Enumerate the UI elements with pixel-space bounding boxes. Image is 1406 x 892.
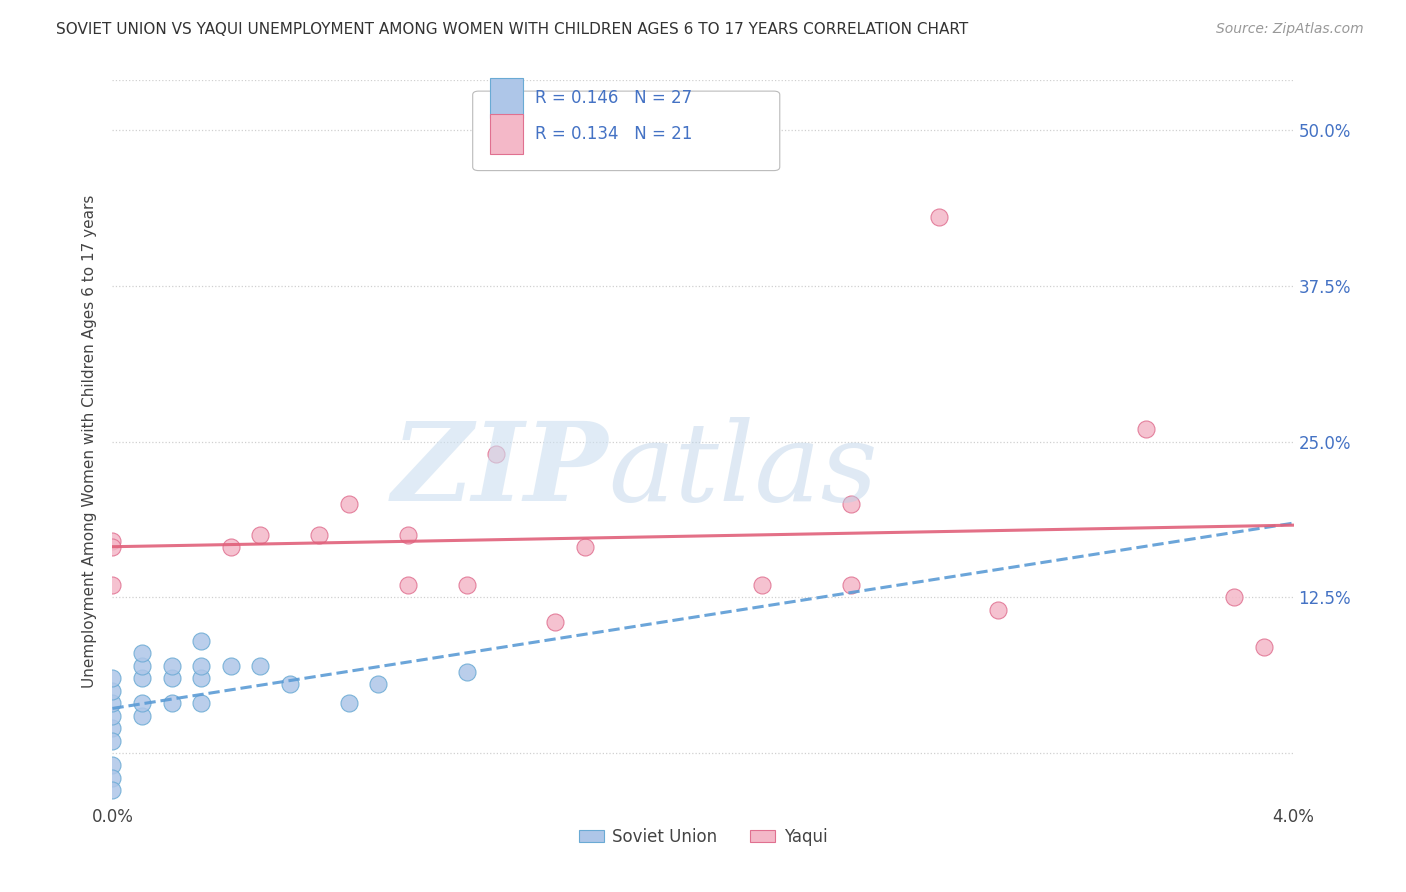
Text: atlas: atlas <box>609 417 879 524</box>
Point <box>190 658 212 673</box>
Point <box>751 578 773 592</box>
Point <box>219 541 242 555</box>
Point <box>1135 422 1157 436</box>
Point <box>1253 640 1275 654</box>
Point <box>131 708 153 723</box>
Legend: Soviet Union, Yaqui: Soviet Union, Yaqui <box>572 821 834 852</box>
Point <box>101 541 124 555</box>
Point <box>101 534 124 549</box>
Point <box>928 211 950 225</box>
Point <box>101 671 124 685</box>
Point <box>839 578 862 592</box>
FancyBboxPatch shape <box>491 114 523 154</box>
Point <box>396 578 419 592</box>
Point <box>131 646 153 660</box>
Text: R = 0.134   N = 21: R = 0.134 N = 21 <box>536 125 693 143</box>
Point <box>987 603 1010 617</box>
Point <box>131 696 153 710</box>
Text: SOVIET UNION VS YAQUI UNEMPLOYMENT AMONG WOMEN WITH CHILDREN AGES 6 TO 17 YEARS : SOVIET UNION VS YAQUI UNEMPLOYMENT AMONG… <box>56 22 969 37</box>
Point <box>839 497 862 511</box>
Point <box>190 696 212 710</box>
Point <box>249 528 271 542</box>
Point <box>337 497 360 511</box>
Point <box>160 696 183 710</box>
Point <box>160 658 183 673</box>
Point <box>101 783 124 797</box>
Point <box>485 447 508 461</box>
Point <box>101 733 124 747</box>
Point <box>101 758 124 772</box>
Point <box>131 671 153 685</box>
Point <box>396 528 419 542</box>
Point <box>190 633 212 648</box>
Text: ZIP: ZIP <box>392 417 609 524</box>
Point <box>101 683 124 698</box>
Point <box>574 541 596 555</box>
Point <box>160 671 183 685</box>
Point <box>190 671 212 685</box>
Point <box>367 677 389 691</box>
Point <box>1223 591 1246 605</box>
Point <box>101 708 124 723</box>
Point <box>456 578 478 592</box>
Point <box>544 615 567 630</box>
FancyBboxPatch shape <box>472 91 780 170</box>
FancyBboxPatch shape <box>491 78 523 118</box>
Point <box>101 771 124 785</box>
Point <box>308 528 330 542</box>
Point <box>337 696 360 710</box>
Text: R = 0.146   N = 27: R = 0.146 N = 27 <box>536 89 692 107</box>
Point <box>131 658 153 673</box>
Point <box>456 665 478 679</box>
Point <box>219 658 242 673</box>
Text: Source: ZipAtlas.com: Source: ZipAtlas.com <box>1216 22 1364 37</box>
Point <box>278 677 301 691</box>
Point <box>101 721 124 735</box>
Point <box>101 578 124 592</box>
Point <box>249 658 271 673</box>
Y-axis label: Unemployment Among Women with Children Ages 6 to 17 years: Unemployment Among Women with Children A… <box>82 194 97 689</box>
Point <box>101 696 124 710</box>
